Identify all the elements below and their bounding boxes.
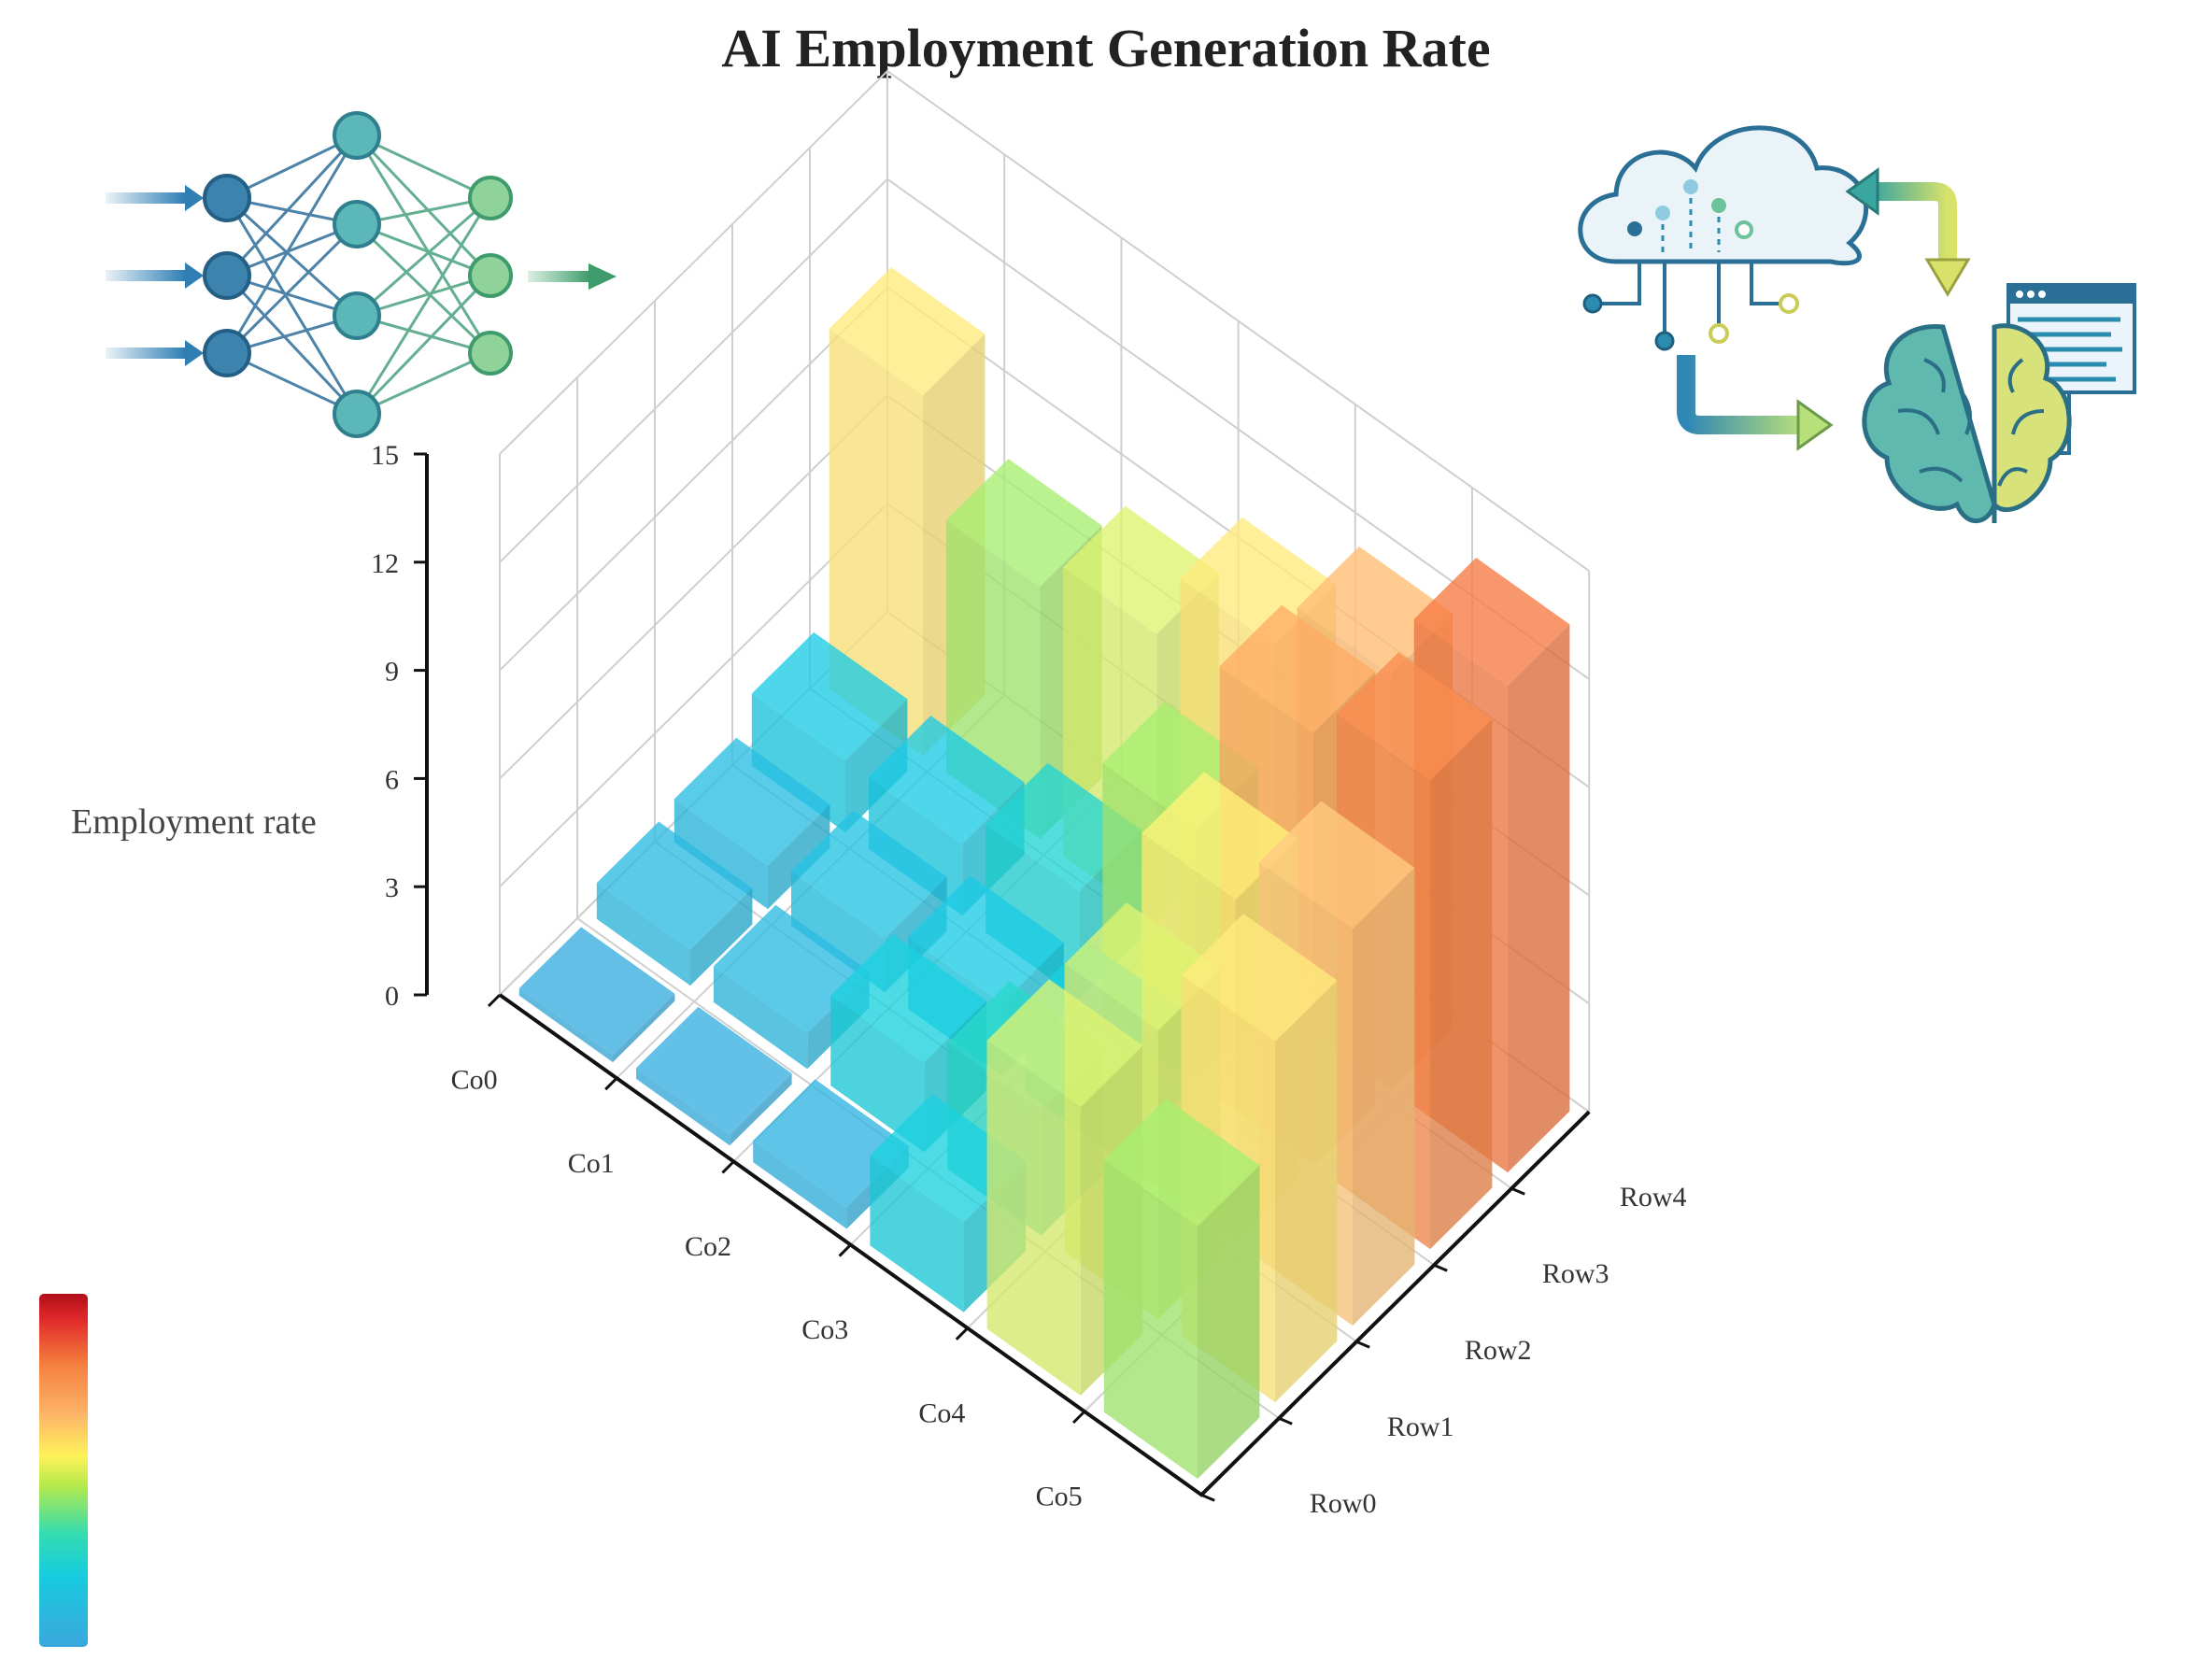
z-tick-label: 12 xyxy=(371,548,399,579)
y-tick-label: Row0 xyxy=(1310,1488,1377,1519)
bar-top-Co2-Row0 xyxy=(753,1079,909,1208)
bar-face-Co2-Row1 xyxy=(830,995,925,1153)
bar-top-Co4-Row1 xyxy=(1064,902,1221,1031)
y-tick-label: Row2 xyxy=(1465,1335,1532,1366)
bar-side-Co1-Row0 xyxy=(730,1073,792,1146)
bar-top-Co0-Row3 xyxy=(751,631,908,760)
bar-side-Co5-Row4 xyxy=(1508,624,1570,1173)
z-tick-label: 15 xyxy=(371,440,399,471)
x-tick-label: Co3 xyxy=(801,1314,848,1345)
bar-top-Co1-Row3 xyxy=(869,716,1025,844)
x-tick xyxy=(721,1160,735,1174)
bar-face-Co1-Row0 xyxy=(636,1068,730,1146)
bar-side-Co5-Row1 xyxy=(1275,980,1338,1403)
bar-top-Co0-Row1 xyxy=(596,821,753,950)
bar-top-Co5-Row4 xyxy=(1413,558,1570,686)
bar-face-Co0-Row2 xyxy=(674,799,768,910)
grid-line xyxy=(499,69,1590,573)
z-tick-label: 6 xyxy=(385,764,399,795)
bar-face-Co1-Row2 xyxy=(791,872,886,993)
bar-top-Co2-Row3 xyxy=(985,762,1141,891)
y-tick xyxy=(1355,1340,1370,1349)
bar-top-Co1-Row0 xyxy=(636,1006,792,1135)
bar-face-Co0-Row1 xyxy=(596,883,690,986)
bar-top-Co1-Row1 xyxy=(714,904,870,1033)
colorbar xyxy=(39,1294,88,1647)
z-tick-label: 0 xyxy=(385,981,399,1012)
y-tick xyxy=(1510,1186,1525,1196)
bar-top-Co4-Row2 xyxy=(1141,772,1298,901)
chart-title: AI Employment Generation Rate xyxy=(721,18,1491,78)
y-tick-label: Row4 xyxy=(1620,1182,1687,1213)
y-tick xyxy=(1433,1263,1448,1272)
bar-face-Co0-Row3 xyxy=(751,693,845,833)
x-tick-label: Co2 xyxy=(685,1231,731,1262)
bar-face-Co3-Row0 xyxy=(870,1155,964,1312)
x-tick xyxy=(487,993,502,1008)
z-axis-label: Employment rate xyxy=(71,802,317,842)
bar-top-Co4-Row4 xyxy=(1297,546,1453,674)
x-tick-label: Co0 xyxy=(451,1065,498,1096)
bar-top-Co5-Row1 xyxy=(1181,914,1338,1043)
cloud-brain-ai-icon xyxy=(1578,125,2136,524)
x-tick-label: Co1 xyxy=(568,1148,615,1179)
bar-top-Co4-Row3 xyxy=(1219,604,1376,733)
bar-top-Co0-Row4 xyxy=(829,267,985,396)
bar-face-Co1-Row1 xyxy=(714,966,808,1070)
bar-side-Co0-Row2 xyxy=(768,804,830,910)
bar-top-Co1-Row4 xyxy=(946,459,1102,588)
bar-face-Co0-Row0 xyxy=(518,988,613,1063)
x-tick-label: Co4 xyxy=(918,1397,965,1428)
bar-top-Co5-Row2 xyxy=(1258,801,1415,929)
bar-side-Co0-Row3 xyxy=(845,699,908,833)
y-tick xyxy=(1278,1416,1293,1426)
y-tick-label: Row3 xyxy=(1542,1258,1609,1289)
bar-side-Co5-Row2 xyxy=(1353,867,1415,1326)
bar-top-Co0-Row0 xyxy=(518,927,675,1056)
bar-face-Co5-Row0 xyxy=(1103,1159,1198,1480)
bar-side-Co0-Row0 xyxy=(613,993,675,1063)
bar-top-Co2-Row2 xyxy=(908,875,1064,1004)
bar-top-Co3-Row0 xyxy=(870,1094,1026,1223)
bar-side-Co0-Row1 xyxy=(690,887,753,986)
bar-face-Co0-Row4 xyxy=(829,328,923,757)
y-tick xyxy=(1200,1493,1215,1502)
z-tick-label: 3 xyxy=(385,872,399,903)
bar-face-Co2-Row0 xyxy=(753,1141,847,1229)
grid-line xyxy=(499,177,1590,680)
bar-top-Co2-Row4 xyxy=(1063,505,1219,634)
x-tick xyxy=(955,1326,969,1341)
x-tick xyxy=(838,1243,852,1257)
bar-top-Co2-Row1 xyxy=(830,934,986,1062)
x-tick-label: Co5 xyxy=(1036,1482,1083,1512)
bar-top-Co3-Row4 xyxy=(1180,517,1336,645)
bar-top-Co1-Row2 xyxy=(791,810,947,939)
bar-side-Co5-Row3 xyxy=(1430,718,1493,1250)
bar-top-Co5-Row0 xyxy=(1103,1098,1260,1227)
bar-top-Co5-Row3 xyxy=(1336,652,1493,781)
bar-side-Co5-Row0 xyxy=(1198,1165,1260,1480)
x-tick xyxy=(1071,1410,1086,1425)
bar-face-Co4-Row0 xyxy=(986,1040,1081,1396)
bar-top-Co0-Row2 xyxy=(674,737,830,866)
y-tick-label: Row1 xyxy=(1387,1412,1454,1442)
neural-network-icon xyxy=(106,111,617,438)
z-tick-label: 9 xyxy=(385,657,399,688)
bar-top-Co4-Row0 xyxy=(986,979,1143,1108)
x-tick xyxy=(604,1077,618,1091)
